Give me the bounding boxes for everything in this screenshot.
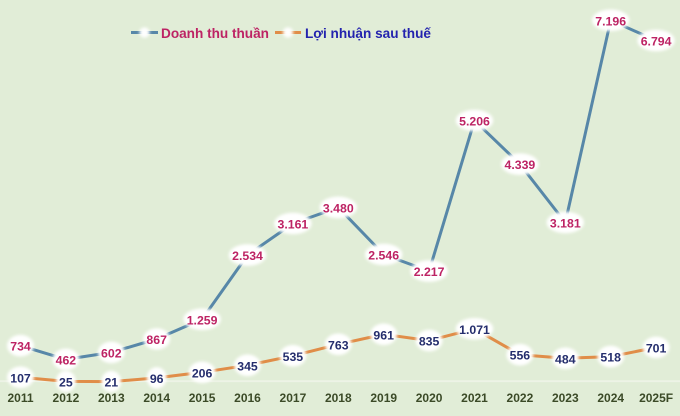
svg-text:484: 484: [555, 352, 576, 366]
svg-text:2012: 2012: [53, 391, 80, 405]
svg-text:2023: 2023: [552, 391, 579, 405]
svg-text:2.534: 2.534: [232, 249, 263, 263]
svg-text:556: 556: [510, 349, 531, 363]
svg-text:734: 734: [10, 340, 31, 354]
svg-text:763: 763: [328, 338, 349, 352]
svg-text:518: 518: [600, 351, 621, 365]
svg-text:3.181: 3.181: [550, 217, 581, 231]
svg-text:96: 96: [150, 372, 164, 386]
svg-text:835: 835: [419, 335, 440, 349]
svg-text:Doanh thu thuần: Doanh thu thuần: [161, 26, 269, 41]
svg-text:2.217: 2.217: [414, 265, 445, 279]
svg-text:206: 206: [192, 366, 213, 380]
svg-text:2025F: 2025F: [639, 391, 673, 405]
svg-text:602: 602: [101, 346, 122, 360]
svg-text:867: 867: [146, 333, 167, 347]
svg-text:701: 701: [646, 341, 667, 355]
svg-text:2011: 2011: [7, 391, 33, 405]
svg-text:2014: 2014: [143, 391, 170, 405]
svg-text:2013: 2013: [98, 391, 125, 405]
svg-text:25: 25: [59, 375, 73, 389]
svg-text:5.206: 5.206: [459, 115, 490, 129]
svg-text:2015: 2015: [189, 391, 216, 405]
svg-text:3.161: 3.161: [278, 218, 309, 232]
svg-text:2024: 2024: [597, 391, 624, 405]
svg-text:345: 345: [237, 359, 258, 373]
svg-text:462: 462: [56, 353, 77, 367]
svg-text:2.546: 2.546: [368, 249, 399, 263]
svg-text:2022: 2022: [507, 391, 534, 405]
svg-text:2021: 2021: [461, 391, 488, 405]
svg-text:3.480: 3.480: [323, 201, 354, 215]
svg-text:6.794: 6.794: [641, 35, 672, 49]
svg-text:2018: 2018: [325, 391, 352, 405]
svg-text:1.259: 1.259: [187, 313, 218, 327]
svg-text:107: 107: [10, 371, 31, 385]
svg-text:Lợi nhuận sau thuế: Lợi nhuận sau thuế: [305, 26, 431, 41]
svg-text:961: 961: [373, 328, 394, 342]
svg-text:7.196: 7.196: [595, 14, 626, 28]
svg-text:2016: 2016: [234, 391, 261, 405]
svg-text:21: 21: [104, 376, 118, 390]
svg-text:1.071: 1.071: [459, 323, 490, 337]
svg-text:4.339: 4.339: [505, 158, 536, 172]
svg-text:2019: 2019: [370, 391, 397, 405]
svg-text:535: 535: [283, 350, 304, 364]
svg-text:2017: 2017: [280, 391, 307, 405]
svg-text:2020: 2020: [416, 391, 443, 405]
